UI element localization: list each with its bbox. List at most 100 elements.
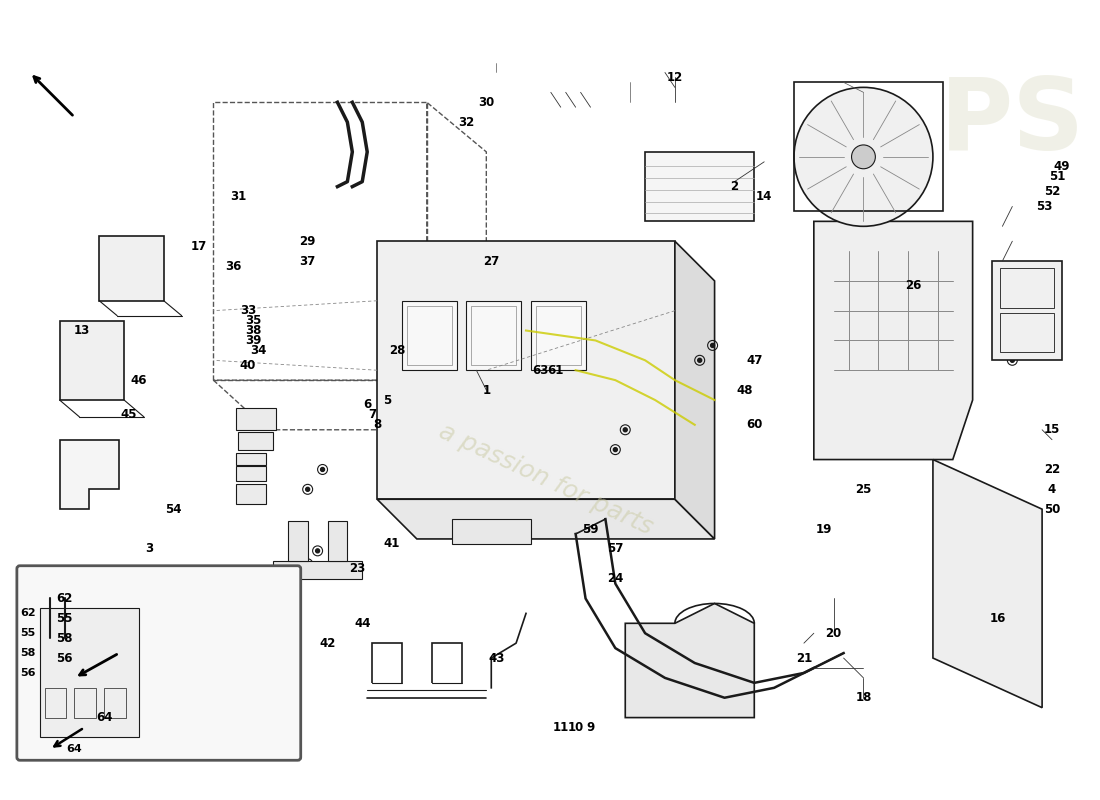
Text: 12: 12: [667, 71, 683, 84]
Text: 59: 59: [582, 522, 598, 535]
Text: 2: 2: [730, 180, 738, 193]
Circle shape: [837, 418, 840, 422]
Text: 46: 46: [131, 374, 147, 386]
Bar: [472, 306, 516, 366]
Circle shape: [316, 549, 320, 553]
Text: 30: 30: [478, 96, 494, 109]
Polygon shape: [625, 603, 755, 718]
Bar: [452, 519, 531, 544]
Bar: [40, 609, 139, 738]
Text: 50: 50: [1044, 502, 1060, 516]
Circle shape: [711, 343, 715, 347]
Text: 4: 4: [1048, 483, 1056, 496]
Circle shape: [320, 467, 324, 471]
Bar: [466, 301, 521, 370]
Polygon shape: [933, 459, 1042, 708]
Polygon shape: [59, 440, 119, 509]
Text: 35: 35: [245, 314, 262, 327]
Text: 48: 48: [736, 383, 752, 397]
Text: 31: 31: [230, 190, 246, 203]
Circle shape: [1010, 318, 1014, 322]
Text: 52: 52: [1044, 185, 1060, 198]
Text: 43: 43: [488, 651, 505, 665]
Text: 47: 47: [746, 354, 762, 367]
Bar: [288, 521, 308, 561]
Text: 27: 27: [483, 254, 499, 267]
Text: 36: 36: [226, 259, 241, 273]
Text: 39: 39: [245, 334, 262, 347]
Polygon shape: [675, 242, 715, 539]
Circle shape: [849, 406, 854, 410]
Text: 40: 40: [240, 358, 256, 372]
Text: 64: 64: [96, 711, 112, 724]
Polygon shape: [377, 242, 675, 499]
Bar: [236, 453, 266, 465]
Bar: [236, 408, 276, 430]
Text: 15: 15: [1044, 423, 1060, 436]
Text: a passion for parts: a passion for parts: [436, 419, 657, 539]
Text: 7: 7: [368, 408, 376, 422]
Text: 13: 13: [74, 324, 89, 337]
Bar: [328, 521, 348, 561]
Circle shape: [697, 358, 702, 362]
Text: 44: 44: [354, 617, 371, 630]
Text: 33: 33: [240, 304, 256, 317]
Text: 57: 57: [607, 542, 624, 555]
Text: 5: 5: [383, 394, 392, 406]
Bar: [236, 466, 266, 482]
Text: 9: 9: [586, 721, 595, 734]
Circle shape: [794, 87, 933, 226]
Text: 51: 51: [1048, 170, 1065, 183]
Text: 62: 62: [56, 592, 73, 605]
Circle shape: [851, 145, 876, 169]
Bar: [536, 306, 581, 366]
Text: 41: 41: [384, 538, 400, 550]
Text: 58: 58: [20, 648, 35, 658]
Bar: [75, 688, 97, 718]
Bar: [402, 301, 456, 370]
Polygon shape: [814, 222, 972, 459]
Text: 38: 38: [245, 324, 262, 337]
Circle shape: [614, 448, 617, 452]
Text: PS: PS: [939, 74, 1085, 170]
Text: 8: 8: [373, 418, 382, 431]
Bar: [59, 321, 124, 400]
Polygon shape: [377, 499, 715, 539]
Text: 60: 60: [746, 418, 762, 431]
Text: 29: 29: [299, 234, 316, 248]
Bar: [531, 301, 585, 370]
Text: 28: 28: [388, 344, 405, 357]
Circle shape: [1015, 343, 1020, 347]
Bar: [236, 484, 266, 504]
Text: 42: 42: [319, 637, 336, 650]
Text: 49: 49: [1054, 160, 1070, 174]
Bar: [99, 236, 164, 301]
Text: 56: 56: [20, 668, 35, 678]
Text: 22: 22: [1044, 463, 1060, 476]
Text: 23: 23: [349, 562, 365, 575]
Text: 21: 21: [795, 651, 812, 665]
Text: 63: 63: [532, 364, 549, 377]
Text: 58: 58: [56, 632, 73, 645]
Bar: [645, 152, 755, 222]
Text: 45: 45: [121, 408, 138, 422]
Text: 55: 55: [20, 628, 35, 638]
Text: 37: 37: [299, 254, 316, 267]
Text: 34: 34: [250, 344, 266, 357]
Text: 55: 55: [56, 612, 73, 625]
Bar: [273, 561, 362, 578]
Bar: [1000, 313, 1054, 352]
FancyBboxPatch shape: [16, 566, 300, 760]
Bar: [239, 432, 273, 450]
Text: 56: 56: [56, 651, 73, 665]
Text: 20: 20: [826, 626, 842, 640]
Text: 64: 64: [67, 744, 82, 754]
Circle shape: [624, 428, 627, 432]
Text: 62: 62: [20, 608, 35, 618]
Text: 16: 16: [989, 612, 1005, 625]
Bar: [104, 688, 126, 718]
Text: 14: 14: [756, 190, 772, 203]
Text: 32: 32: [459, 116, 474, 129]
Circle shape: [1010, 358, 1014, 362]
Text: 19: 19: [815, 522, 832, 535]
